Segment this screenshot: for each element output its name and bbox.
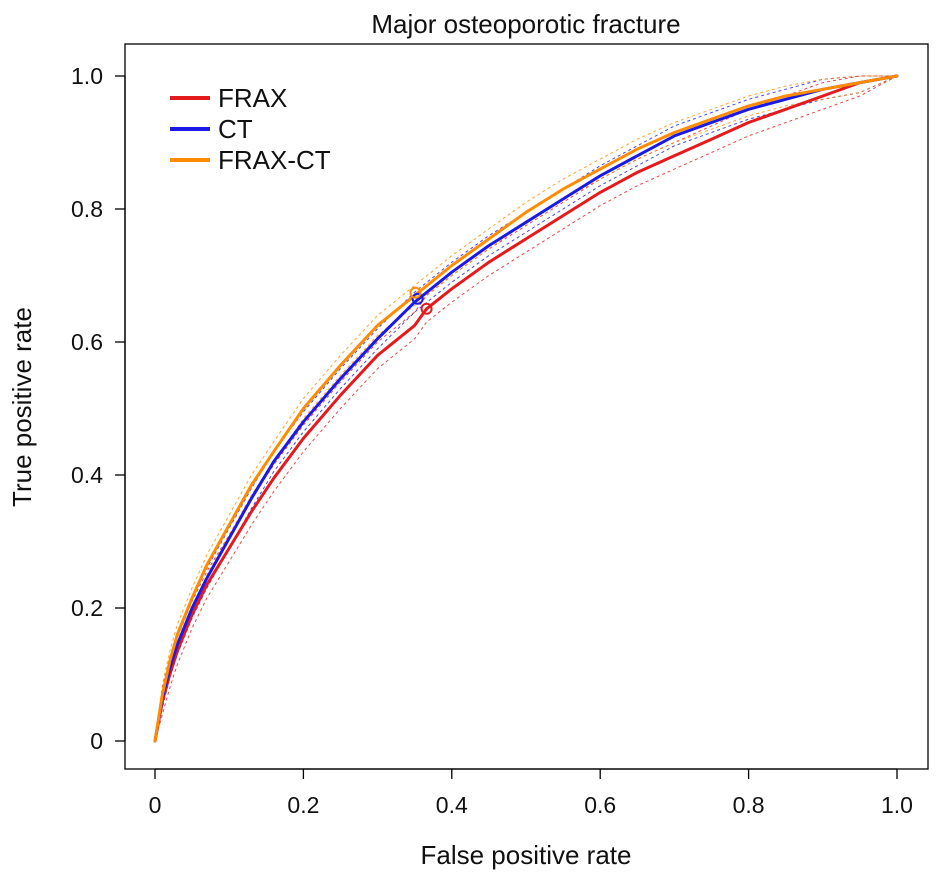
cutoff-markers bbox=[409, 286, 433, 315]
y-tick-label: 1.0 bbox=[71, 63, 103, 89]
x-tick-label: 0 bbox=[149, 792, 162, 818]
frax-ct-ci-lower bbox=[154, 75, 898, 742]
x-tick-label: 0.8 bbox=[733, 792, 765, 818]
frax-cutoff-marker bbox=[420, 302, 433, 315]
y-tick-label: 0.6 bbox=[71, 329, 103, 355]
roc-curves bbox=[153, 74, 899, 743]
frax-ct-curve bbox=[153, 74, 899, 743]
chart-title: Major osteoporotic fracture bbox=[371, 9, 680, 39]
frax-curve bbox=[153, 74, 899, 743]
frax-ct-cutoff-marker bbox=[409, 286, 422, 299]
frax-ct-ci-upper bbox=[154, 75, 897, 742]
y-axis: 0 0.2 0.4 0.6 0.8 1.0 bbox=[71, 63, 126, 754]
ct-curve bbox=[153, 74, 899, 743]
y-tick-label: 0 bbox=[90, 728, 103, 754]
frax-ci-lower bbox=[154, 75, 898, 742]
x-axis: 0 0.2 0.4 0.6 0.8 1.0 bbox=[149, 768, 913, 818]
confidence-bands bbox=[154, 75, 898, 742]
y-tick-label: 0.2 bbox=[71, 595, 103, 621]
y-tick-label: 0.4 bbox=[71, 462, 103, 488]
x-tick-label: 0.6 bbox=[584, 792, 616, 818]
legend-label-ct: CT bbox=[218, 114, 253, 144]
x-tick-label: 0.2 bbox=[287, 792, 319, 818]
y-axis-label: True positive rate bbox=[7, 307, 37, 507]
x-tick-label: 0.4 bbox=[436, 792, 468, 818]
ct-ci-lower bbox=[154, 75, 898, 742]
legend-label-frax: FRAX bbox=[218, 83, 287, 113]
ct-cutoff-marker bbox=[411, 292, 424, 305]
ct-ci-upper bbox=[154, 75, 897, 742]
y-tick-label: 0.8 bbox=[71, 196, 103, 222]
frax-ci-upper bbox=[154, 75, 897, 742]
legend-label-frax-ct: FRAX-CT bbox=[218, 145, 331, 175]
x-tick-label: 1.0 bbox=[881, 792, 913, 818]
x-axis-label: False positive rate bbox=[421, 840, 632, 870]
